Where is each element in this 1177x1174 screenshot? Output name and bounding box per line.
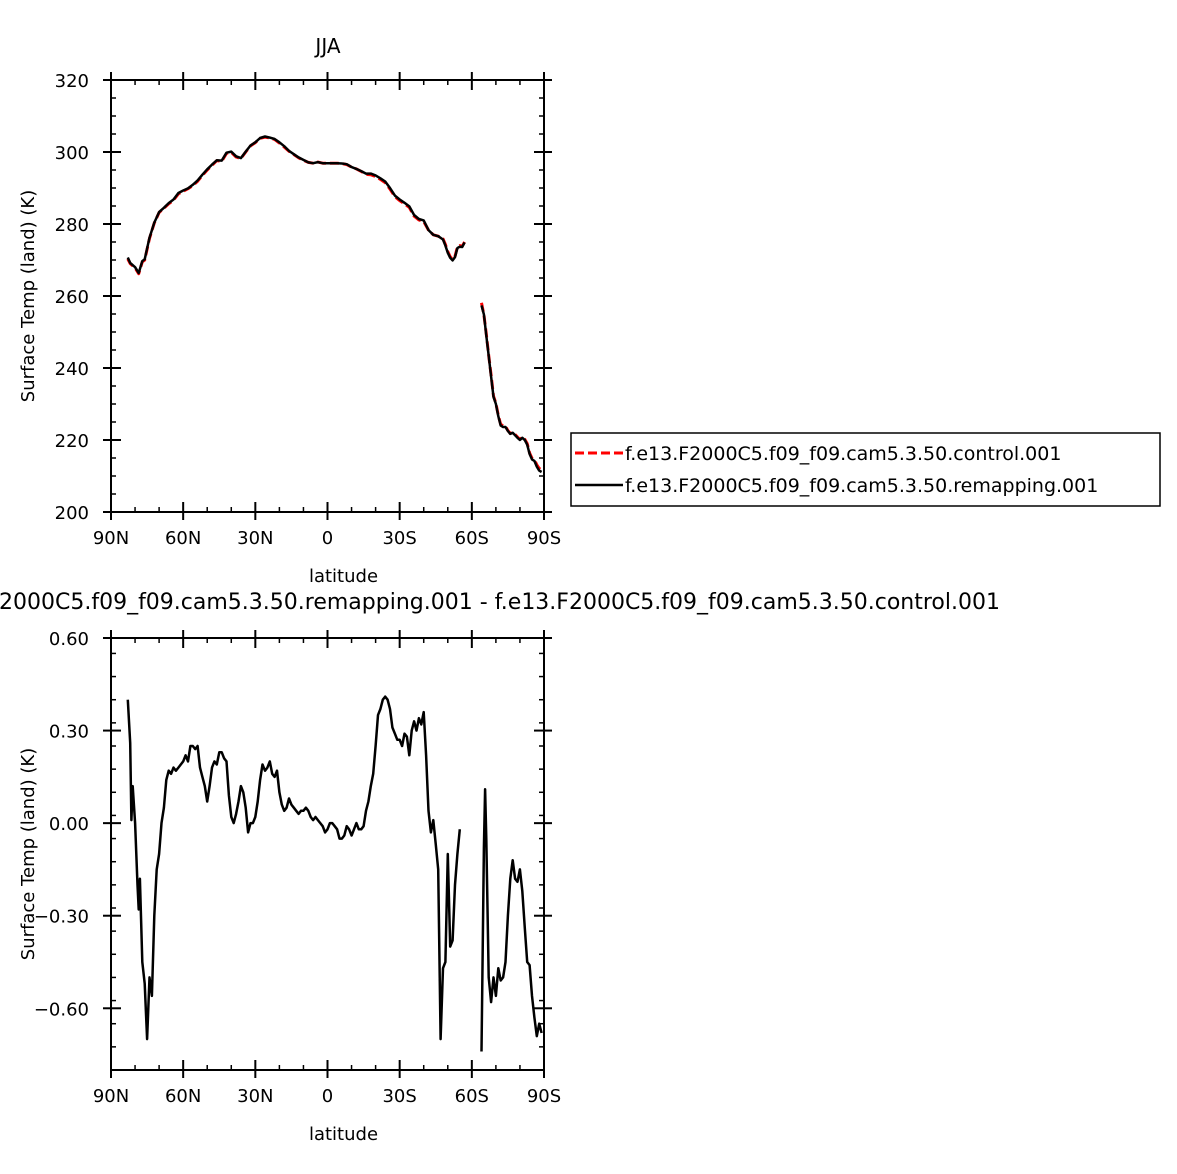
chart-panel-2: f.e13.F2000C5.f09_f09.cam5.3.50.remappin… [0, 590, 1000, 1145]
series-line [480, 305, 543, 474]
x-tick-label: 60N [165, 1086, 201, 1107]
x-tick-label: 0 [322, 528, 333, 549]
x-axis-label: latitude [309, 566, 378, 587]
chart-panel-1: JJA 90N 60N 30N 0 30S 60S 90S latitude 200 220 240 2… [18, 34, 1161, 587]
x-tick-label: 60N [165, 528, 201, 549]
y-tick-label: 240 [55, 359, 89, 380]
y-tick-label: 0.00 [49, 814, 89, 835]
series-line [126, 695, 462, 1041]
x-tick-label: 30S [382, 528, 416, 549]
legend-label: f.e13.F2000C5.f09_f09.cam5.3.50.remappin… [625, 475, 1098, 497]
y-tick-label: 280 [55, 215, 89, 236]
series-line [480, 302, 543, 472]
x-tick-label: 90N [93, 1086, 129, 1107]
x-tick-label: 90S [527, 1086, 561, 1107]
x-tick-label: 0 [322, 1086, 333, 1107]
y-tick-label: 200 [55, 503, 89, 524]
series-line [126, 135, 466, 275]
y-tick-label: 220 [55, 431, 89, 452]
y-tick-label: −0.30 [34, 907, 89, 928]
plot-frame [110, 637, 545, 1071]
x-tick-label: 30N [237, 528, 273, 549]
plot-area [126, 135, 543, 474]
chart-title: JJA [313, 34, 340, 58]
chart-title: f.e13.F2000C5.f09_f09.cam5.3.50.remappin… [0, 590, 1000, 615]
legend-box [570, 432, 1161, 507]
x-tick-label: 90N [93, 528, 129, 549]
x-tick-label: 30N [237, 1086, 273, 1107]
y-tick-label: 0.60 [49, 629, 89, 650]
plot-frame [110, 79, 545, 513]
y-axis-label: Surface Temp (land) (K) [18, 190, 39, 402]
y-tick-label: −0.60 [34, 999, 89, 1020]
plot-area [126, 695, 543, 1052]
legend-label: f.e13.F2000C5.f09_f09.cam5.3.50.control.… [625, 443, 1061, 465]
series-line [480, 787, 543, 1052]
x-tick-label: 60S [455, 528, 489, 549]
x-tick-label: 60S [455, 1086, 489, 1107]
y-tick-label: 300 [55, 143, 89, 164]
x-axis-label: latitude [309, 1124, 378, 1145]
x-tick-label: 90S [527, 528, 561, 549]
y-tick-label: 320 [55, 71, 89, 92]
y-axis-label: Surface Temp (land) (K) [18, 748, 39, 960]
x-tick-label: 30S [382, 1086, 416, 1107]
y-tick-label: 0.30 [49, 722, 89, 743]
series-line [126, 135, 466, 276]
legend: f.e13.F2000C5.f09_f09.cam5.3.50.control.… [570, 432, 1161, 507]
y-tick-label: 260 [55, 287, 89, 308]
